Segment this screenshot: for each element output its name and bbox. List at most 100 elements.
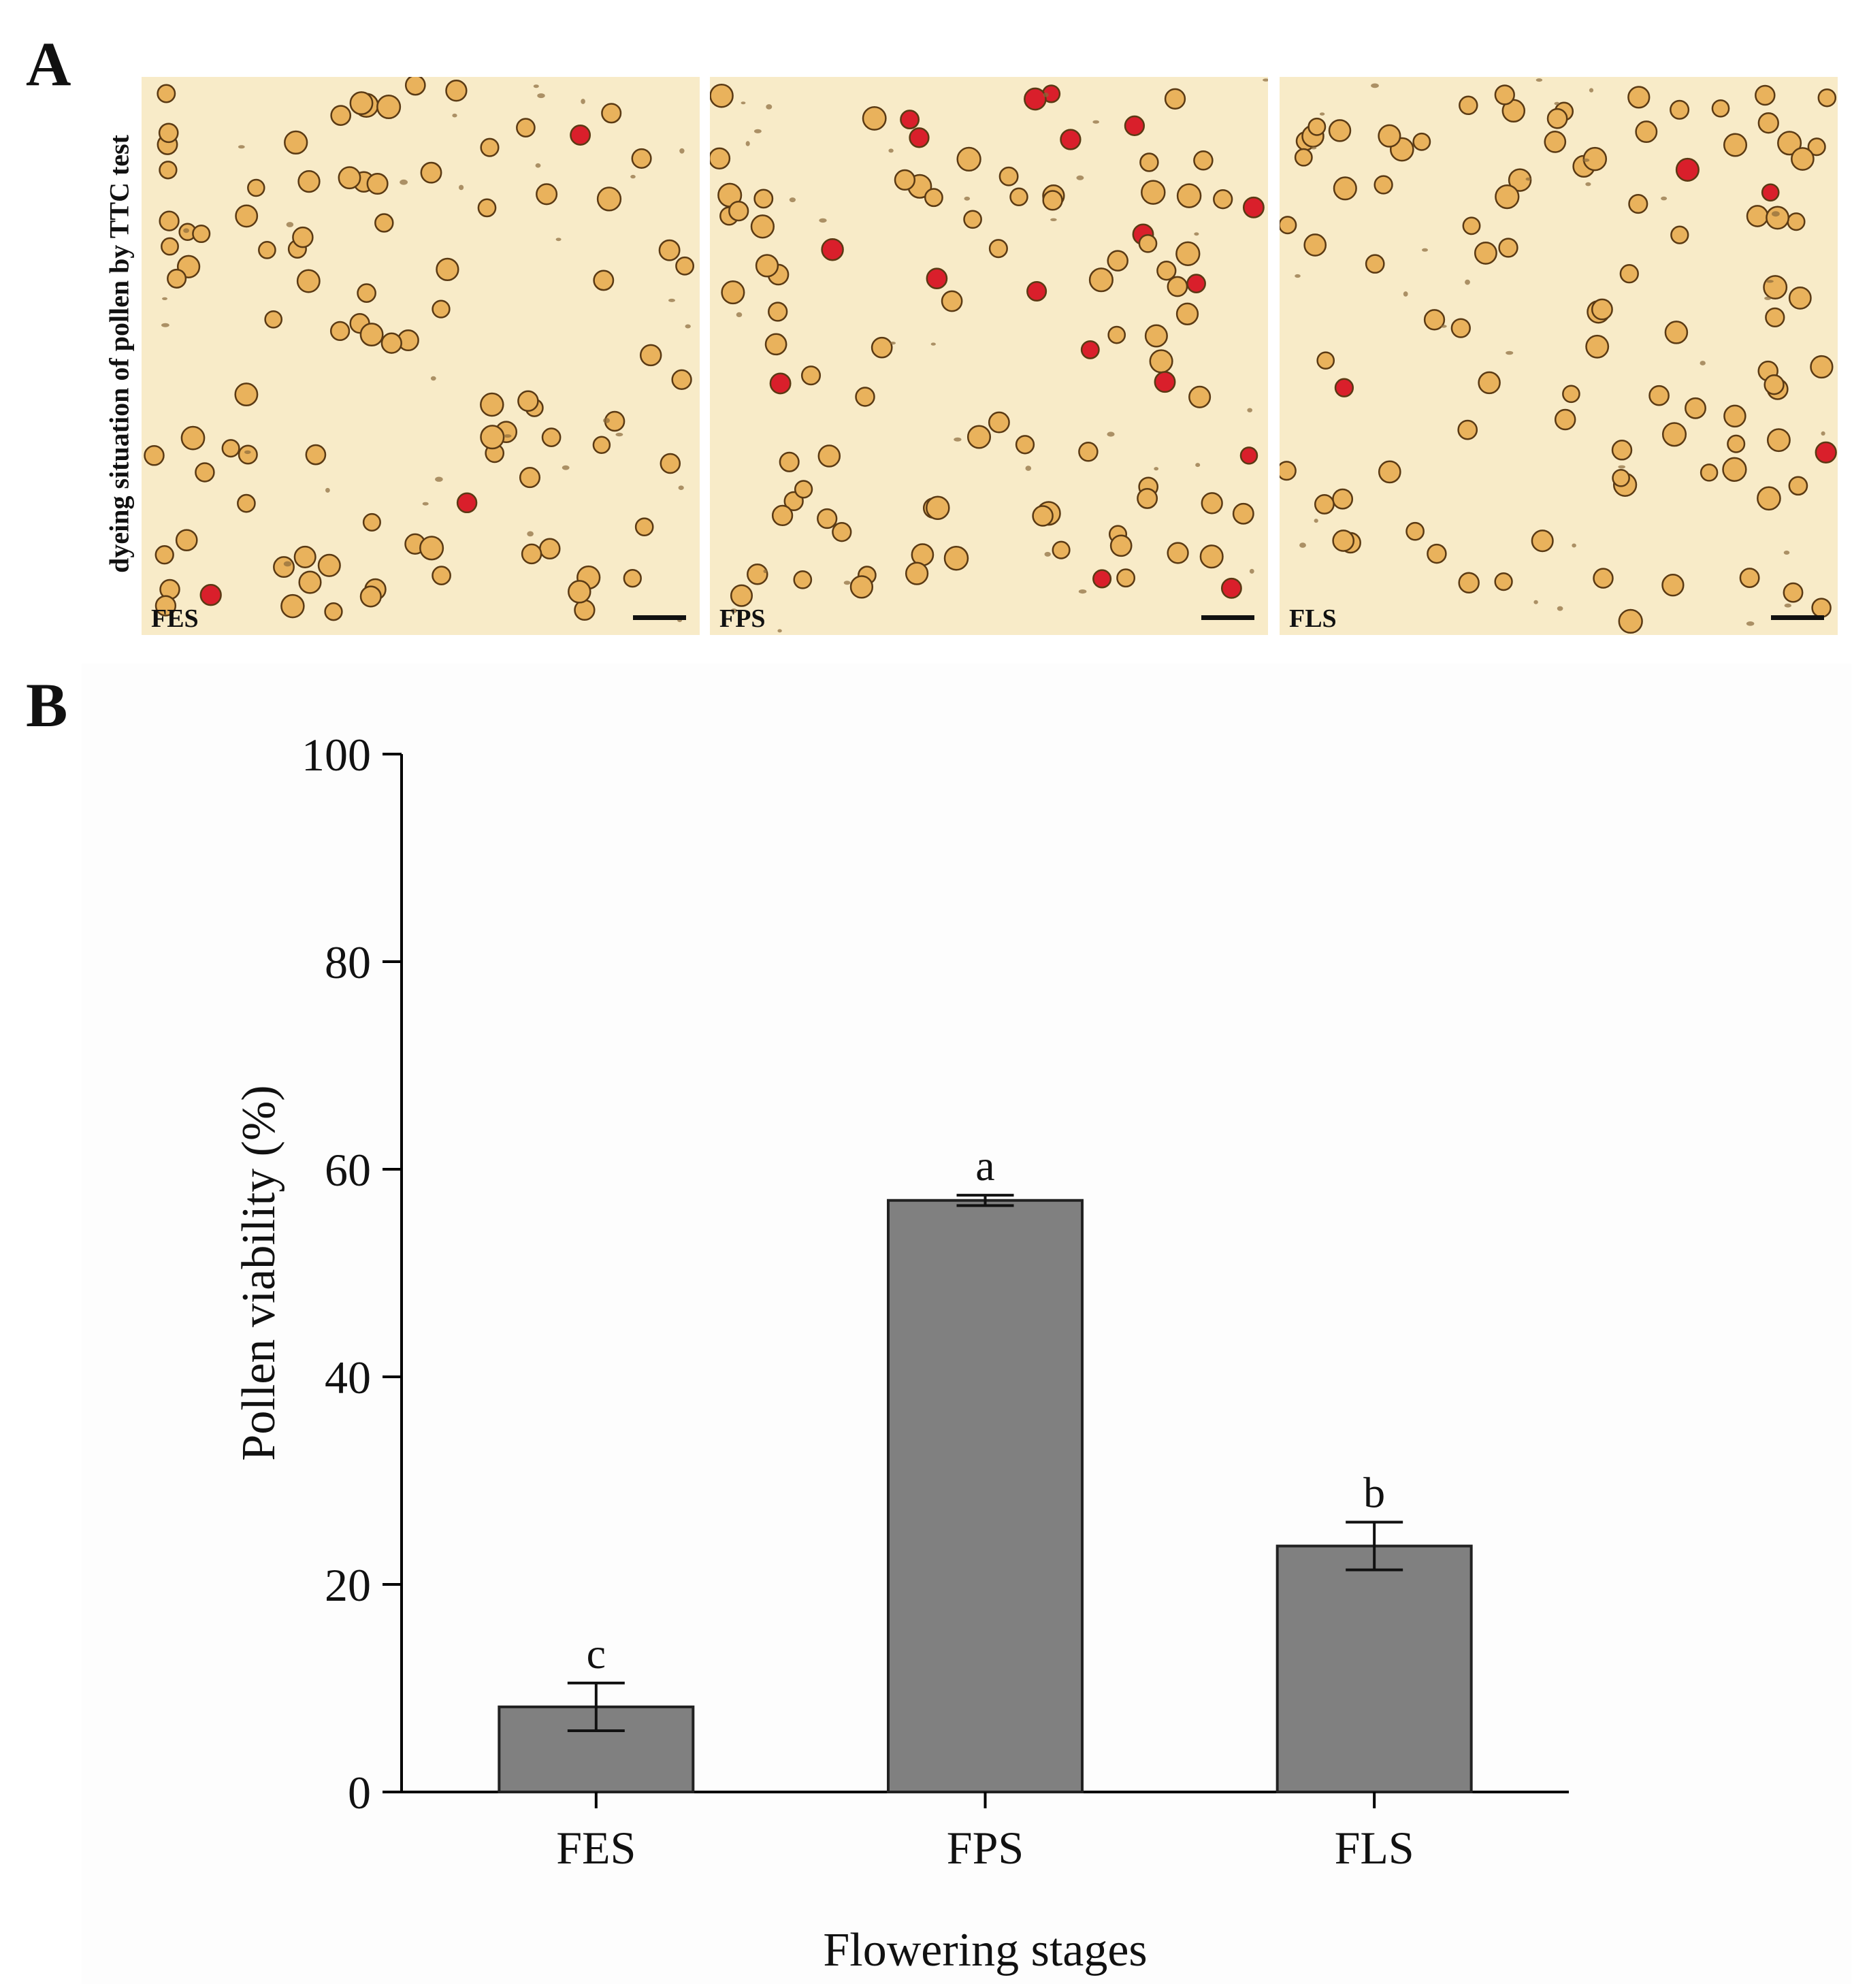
debris-particle (238, 145, 245, 149)
debris-particle (730, 608, 738, 613)
pollen-grain (793, 570, 813, 589)
pollen-grain (1670, 99, 1690, 120)
pollen-grain (192, 224, 211, 244)
pollen-grain (1193, 150, 1214, 171)
pollen-grain (1591, 298, 1613, 321)
pollen-grain (1167, 542, 1189, 564)
pollen-grain (800, 365, 822, 386)
pollen-grain (1508, 168, 1532, 192)
pollen-grain (1107, 325, 1126, 344)
pollen-grain (1777, 131, 1802, 156)
debris-particle (753, 129, 762, 133)
pollen-grain (1648, 385, 1670, 406)
panel-a-ylabel: dyeing situation of pollen by TTC test (103, 135, 135, 573)
pollen-grain (871, 336, 893, 359)
stained-pollen-grain (1124, 115, 1145, 136)
pollen-grain (1628, 194, 1648, 214)
debris-particle (930, 342, 936, 346)
debris-particle (533, 84, 539, 88)
pollen-grain (324, 602, 343, 621)
pollen-grain (432, 299, 451, 319)
pollen-grain (1307, 117, 1327, 136)
pollen-grain (541, 427, 562, 447)
pollen-grain (1478, 371, 1501, 395)
debris-particle (1589, 88, 1594, 93)
debris-particle (435, 476, 443, 482)
pollen-grain (480, 425, 505, 450)
pollen-grain (894, 169, 916, 191)
pollen-grain (329, 321, 351, 342)
pollen-grain (721, 280, 745, 305)
debris-particle (1078, 589, 1087, 594)
stained-pollen-grain (769, 372, 792, 395)
pollen-grain (1280, 461, 1297, 481)
debris-particle (1025, 466, 1032, 471)
pollen-grain (280, 593, 305, 619)
y-axis-title: Pollen viability (%) (233, 1085, 285, 1461)
debris-particle (1554, 101, 1560, 105)
debris-particle (504, 434, 512, 438)
pollen-grain (601, 103, 622, 124)
debris-particle (286, 222, 294, 227)
pollen-grain (832, 522, 852, 542)
pollen-grain (362, 512, 381, 532)
stained-pollen-grain (456, 492, 478, 514)
y-tick-label: 60 (325, 1144, 371, 1196)
pollen-grain (1783, 582, 1804, 603)
pollen-grain (817, 508, 838, 529)
pollen-grain (631, 148, 652, 169)
debris-particle (1772, 211, 1780, 217)
pollen-grain (675, 256, 695, 276)
pollen-grain (292, 226, 314, 248)
debris-particle (763, 569, 768, 573)
pollen-grain (317, 553, 341, 577)
debris-particle (162, 297, 167, 300)
pollen-grain (1167, 276, 1188, 297)
pollen-grain (235, 204, 259, 228)
pollen-grain (1764, 374, 1785, 395)
pollen-grain (771, 504, 794, 527)
pollen-grain (1635, 120, 1658, 144)
y-tick-label: 20 (325, 1559, 371, 1611)
pollen-grain (519, 467, 541, 489)
pollen-grain (639, 344, 662, 367)
scale-bar (633, 615, 686, 620)
pollen-grain (1405, 521, 1425, 541)
pollen-grain (1294, 148, 1313, 167)
pollen-grain (1164, 88, 1186, 110)
micrograph-fes: FES (142, 77, 700, 635)
stained-pollen-grain (1242, 196, 1265, 218)
pollen-grain (296, 269, 321, 293)
debris-particle (430, 376, 436, 381)
pollen-grain (747, 564, 768, 585)
pollen-grain (1303, 233, 1327, 257)
debris-particle (678, 485, 684, 490)
pollen-grain (1316, 351, 1335, 370)
pollen-grain (1427, 543, 1447, 564)
pollen-grain (1611, 440, 1633, 461)
debris-particle (422, 502, 429, 506)
scale-bar (1771, 615, 1824, 620)
pollen-grain (539, 538, 561, 559)
pollen-grain (862, 105, 887, 131)
y-tick-label: 40 (325, 1352, 371, 1403)
stained-pollen-grain (1675, 157, 1700, 182)
significance-letter: c (587, 1629, 606, 1678)
debris-particle (1043, 93, 1049, 97)
significance-letter: a (975, 1141, 994, 1190)
pollen-grain (1670, 225, 1689, 244)
pollen-grain (593, 270, 615, 291)
debris-particle (1557, 606, 1563, 611)
scale-bar (1201, 615, 1254, 620)
pollen-grain (1685, 397, 1706, 419)
pollen-grain (1788, 286, 1812, 310)
pollen-grain (596, 186, 622, 212)
pollen-grain (1378, 460, 1401, 484)
panel-letter-a: A (26, 29, 71, 99)
stained-pollen-grain (1060, 129, 1082, 150)
pollen-grain (1791, 147, 1815, 171)
pollen-grain (855, 387, 875, 407)
pollen-grain (988, 411, 1010, 434)
pollen-grain (1378, 124, 1401, 148)
pollen-grain (238, 444, 258, 465)
